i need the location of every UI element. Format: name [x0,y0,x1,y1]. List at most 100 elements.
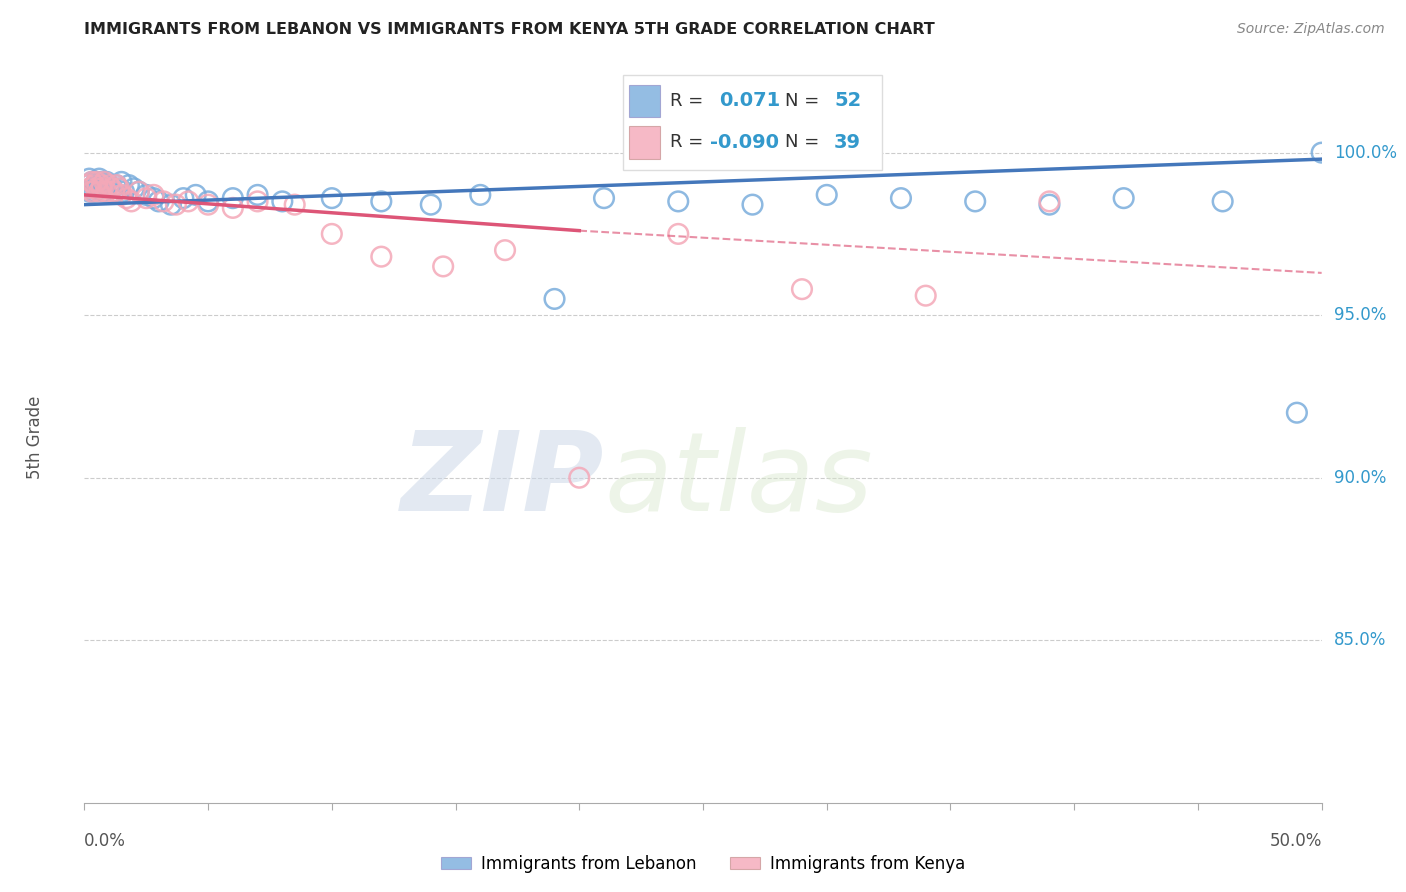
Point [197,194,219,209]
Point [90,178,112,193]
Point [815,187,838,202]
Point [108,181,131,195]
Point [1310,145,1333,160]
Point [177,194,200,209]
Text: 5th Grade: 5th Grade [25,395,44,479]
Text: 95.0%: 95.0% [1334,306,1386,324]
Text: 100.0%: 100.0% [1334,144,1398,161]
Point [90,175,112,189]
Text: 39: 39 [834,133,860,152]
Point [110,175,132,189]
Point [148,194,170,209]
Point [83,185,105,199]
Point [118,178,141,193]
Point [321,227,343,241]
Point [103,185,125,199]
Point [122,181,145,195]
Point [79,181,101,195]
Point [86,175,108,189]
Point [160,197,183,211]
Point [246,194,269,209]
Point [165,197,187,211]
Point [568,471,591,485]
Point [172,191,194,205]
Text: 0.071: 0.071 [718,91,780,110]
Point [98,178,121,193]
Point [370,250,392,264]
Point [80,181,103,195]
Point [222,201,245,215]
Text: R =: R = [669,133,703,152]
Point [100,181,122,195]
Point [432,260,454,274]
Point [370,194,392,209]
Point [271,194,294,209]
Point [197,197,219,211]
Legend: Immigrants from Lebanon, Immigrants from Kenya: Immigrants from Lebanon, Immigrants from… [434,848,972,880]
Point [128,185,150,199]
Point [321,191,343,205]
Point [80,185,103,199]
Point [142,187,165,202]
Point [80,175,103,189]
Point [90,181,112,195]
Text: atlas: atlas [605,427,873,534]
FancyBboxPatch shape [628,85,659,118]
Point [96,175,118,189]
Text: 85.0%: 85.0% [1334,632,1386,649]
Point [246,187,269,202]
Point [593,191,616,205]
Text: ZIP: ZIP [401,427,605,534]
Point [93,178,115,193]
Point [79,185,101,199]
Point [98,178,121,193]
Point [108,181,131,195]
Point [741,197,763,211]
Point [184,187,207,202]
Point [1285,406,1308,420]
Point [79,171,101,186]
Point [222,191,245,205]
Point [135,191,157,205]
Point [112,185,135,199]
Point [100,181,122,195]
Point [90,181,112,195]
Point [965,194,987,209]
Point [76,178,98,193]
Point [494,243,516,257]
Point [86,175,108,189]
Point [86,181,108,195]
Point [93,175,115,189]
Point [96,185,118,199]
Text: N =: N = [785,133,818,152]
Point [110,187,132,202]
Text: R =: R = [669,92,703,110]
Point [89,185,111,199]
Point [666,227,689,241]
Point [105,178,128,193]
Point [83,178,105,193]
Point [115,191,138,205]
Text: Source: ZipAtlas.com: Source: ZipAtlas.com [1237,22,1385,37]
Point [86,181,108,195]
Point [152,194,174,209]
Text: 50.0%: 50.0% [1270,832,1322,850]
Point [790,282,813,296]
Point [80,175,103,189]
Point [128,185,150,199]
Text: 0.0%: 0.0% [84,832,127,850]
Point [666,194,689,209]
Point [135,187,157,202]
Point [76,178,98,193]
Point [89,178,111,193]
Text: N =: N = [785,92,818,110]
Point [1038,197,1060,211]
Point [89,171,111,186]
Point [120,194,142,209]
FancyBboxPatch shape [623,75,883,170]
Point [142,191,165,205]
Text: 90.0%: 90.0% [1334,468,1386,487]
Text: -0.090: -0.090 [710,133,779,152]
FancyBboxPatch shape [628,126,659,159]
Point [105,178,128,193]
